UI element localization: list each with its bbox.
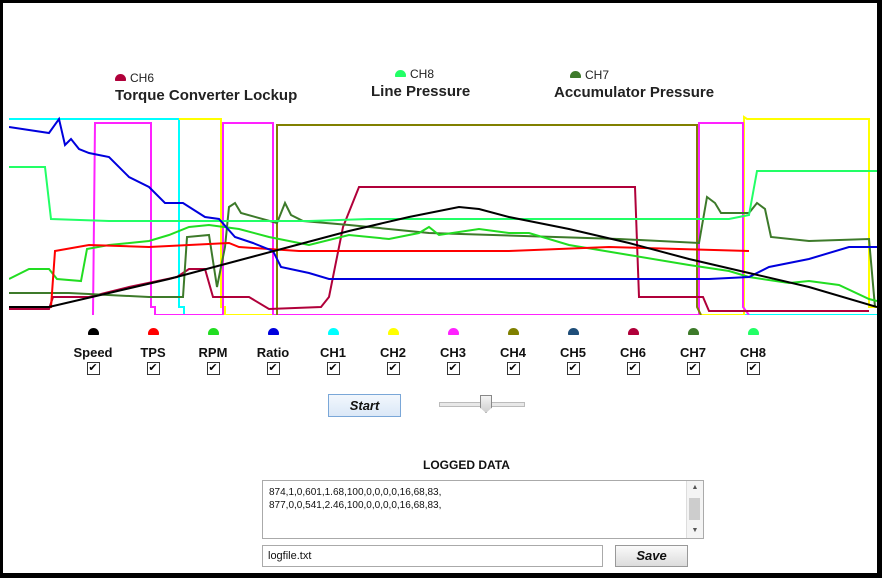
channel-ch6: CH6 ✔ — [603, 328, 663, 375]
channel-checkbox-ch8[interactable]: ✔ — [746, 362, 760, 375]
legend-ch8: CH8 Line Pressure — [371, 65, 470, 100]
signal-plot: CH6 Torque Converter Lockup CH8 Line Pre… — [9, 7, 877, 315]
trace-tps — [9, 241, 750, 308]
channel-checkbox-tps[interactable]: ✔ — [146, 362, 160, 375]
ch6-color-icon — [115, 74, 126, 82]
legend-ch7-id: CH7 — [585, 67, 610, 82]
ch7-color-icon — [687, 328, 699, 335]
legend-ch6-desc: Torque Converter Lockup — [115, 87, 298, 104]
playback-slider[interactable] — [439, 395, 525, 415]
ch1-color-icon — [327, 328, 339, 335]
legend-ch7: CH7 Accumulator Pressure — [554, 66, 714, 101]
trace-ch4 — [276, 124, 702, 315]
channel-checkbox-ch4[interactable]: ✔ — [506, 362, 520, 375]
legend-ch8-desc: Line Pressure — [371, 83, 471, 100]
trace-ch3 — [92, 122, 750, 315]
channel-label: CH4 — [499, 345, 526, 360]
save-button[interactable]: Save — [615, 545, 688, 567]
legend-ch6-id: CH6 — [130, 70, 155, 85]
scroll-thumb[interactable] — [689, 498, 700, 520]
channel-checkbox-ch7[interactable]: ✔ — [686, 362, 700, 375]
channel-label: CH6 — [619, 345, 646, 360]
channel-ch5: CH5 ✔ — [543, 328, 603, 375]
channel-label: CH2 — [379, 345, 406, 360]
ch3-color-icon — [447, 328, 459, 335]
channel-checkbox-ch3[interactable]: ✔ — [446, 362, 460, 375]
legend-ch6: CH6 Torque Converter Lockup — [115, 69, 297, 104]
log-scrollbar[interactable]: ▲ ▼ — [686, 481, 703, 538]
channel-checkbox-speed[interactable]: ✔ — [86, 362, 100, 375]
legend-ch8-id: CH8 — [410, 66, 435, 81]
ch2-color-icon — [387, 328, 399, 335]
rpm-color-icon — [207, 328, 219, 335]
channel-checkbox-ch2[interactable]: ✔ — [386, 362, 400, 375]
channel-checkbox-ch6[interactable]: ✔ — [626, 362, 640, 375]
trace-ch1 — [9, 118, 877, 315]
trace-ch6 — [9, 186, 869, 312]
logged-data-title: LOGGED DATA — [423, 458, 510, 472]
start-button[interactable]: Start — [328, 394, 401, 417]
channel-ch3: CH3 ✔ — [423, 328, 483, 375]
logged-data-textarea[interactable]: 874,1,0,601,1.68,100,0,0,0,0,16,68,83, 8… — [262, 480, 704, 539]
trace-ch2 — [179, 115, 877, 315]
speed-color-icon — [87, 328, 99, 335]
channel-label: RPM — [198, 345, 228, 360]
channel-checkbox-ratio[interactable]: ✔ — [266, 362, 280, 375]
channel-label: CH8 — [739, 345, 766, 360]
tps-color-icon — [147, 328, 159, 335]
channel-tps: TPS ✔ — [123, 328, 183, 375]
slider-thumb[interactable] — [480, 395, 492, 413]
channel-rpm: RPM ✔ — [183, 328, 243, 375]
channel-checkbox-rpm[interactable]: ✔ — [206, 362, 220, 375]
ratio-color-icon — [267, 328, 279, 335]
channel-toggles: Speed ✔ TPS ✔ RPM ✔ Ratio ✔ CH1 ✔ CH2 ✔ CH3 ✔ CH4 ✔ CH5 ✔… — [3, 328, 877, 388]
log-line: 877,0,0,541,2.46,100,0,0,0,0,16,68,83, — [269, 500, 442, 511]
channel-speed: Speed ✔ — [63, 328, 123, 375]
channel-checkbox-ch5[interactable]: ✔ — [566, 362, 580, 375]
plot-svg — [9, 115, 877, 315]
channel-checkbox-ch1[interactable]: ✔ — [326, 362, 340, 375]
channel-label: CH1 — [319, 345, 346, 360]
legend-ch7-desc: Accumulator Pressure — [554, 84, 715, 101]
channel-label: CH3 — [439, 345, 466, 360]
ch6-color-icon — [627, 328, 639, 335]
trace-rpm — [9, 223, 877, 302]
channel-label: TPS — [140, 345, 166, 360]
ch8-color-icon — [747, 328, 759, 335]
log-line: 874,1,0,601,1.68,100,0,0,0,0,16,68,83, — [269, 487, 442, 498]
app-window: CH6 Torque Converter Lockup CH8 Line Pre… — [3, 3, 877, 573]
ch8-color-icon — [395, 70, 406, 78]
ch4-color-icon — [507, 328, 519, 335]
channel-label: Ratio — [256, 345, 290, 360]
scroll-down-icon[interactable]: ▼ — [691, 527, 699, 534]
scroll-up-icon[interactable]: ▲ — [691, 484, 699, 491]
trace-ch8 — [9, 166, 877, 222]
ch7-color-icon — [570, 71, 581, 79]
channel-label: CH7 — [679, 345, 706, 360]
ch5-color-icon — [567, 328, 579, 335]
channel-ch8: CH8 ✔ — [723, 328, 783, 375]
channel-ch1: CH1 ✔ — [303, 328, 363, 375]
channel-ch2: CH2 ✔ — [363, 328, 423, 375]
trace-speed — [9, 205, 877, 308]
filename-input[interactable]: logfile.txt — [262, 545, 603, 567]
trace-ratio — [9, 116, 877, 280]
channel-label: Speed — [73, 345, 113, 360]
channel-ratio: Ratio ✔ — [243, 328, 303, 375]
channel-label: CH5 — [559, 345, 586, 360]
channel-ch4: CH4 ✔ — [483, 328, 543, 375]
channel-ch7: CH7 ✔ — [663, 328, 723, 375]
